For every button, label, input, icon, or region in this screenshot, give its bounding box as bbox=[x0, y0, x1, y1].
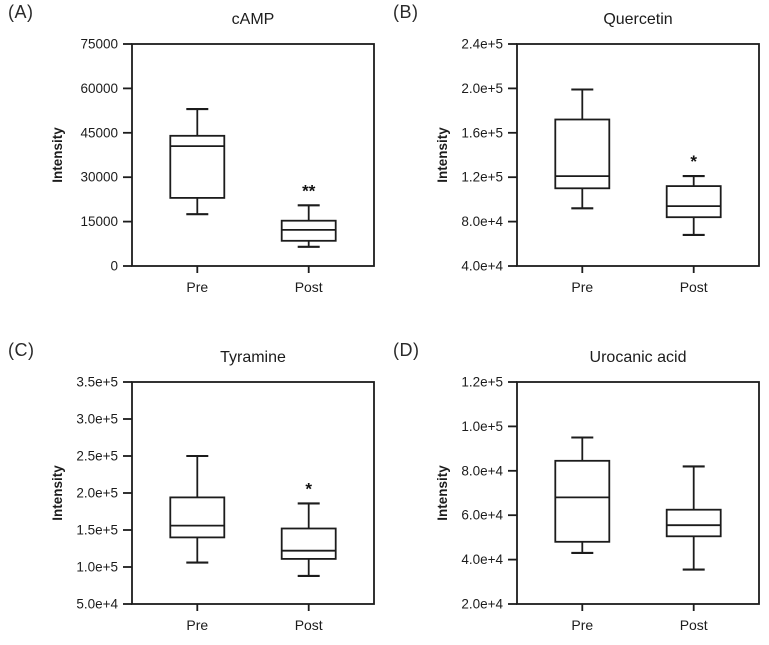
y-tick-label: 2.5e+5 bbox=[76, 449, 118, 464]
significance-marker: ** bbox=[302, 181, 316, 200]
y-tick-label: 2.4e+5 bbox=[461, 37, 503, 52]
significance-marker: * bbox=[690, 152, 697, 171]
y-axis-label: Intensity bbox=[435, 465, 450, 521]
y-tick-label: 3.5e+5 bbox=[76, 375, 118, 390]
y-tick-label: 1.0e+5 bbox=[76, 560, 118, 575]
y-tick-label: 75000 bbox=[80, 37, 118, 52]
y-tick-label: 6.0e+4 bbox=[461, 508, 503, 523]
x-tick-label: Pre bbox=[571, 279, 593, 295]
boxplot-tyramine: Tyramine 5.0e+4 1.0e+5 1.5e+5 2.0e+5 2.5e+5 3.… bbox=[50, 349, 375, 633]
chart-title: Urocanic acid bbox=[590, 349, 687, 366]
post-box bbox=[665, 185, 722, 219]
plot-frame bbox=[131, 43, 375, 267]
y-axis-label: Intensity bbox=[50, 127, 65, 183]
pre-box bbox=[169, 496, 226, 539]
x-tick-label: Post bbox=[680, 279, 708, 295]
panel-a: (A) cAMP 0 15000 30000 45000 60000 75000 Intens… bbox=[0, 0, 384, 320]
x-tick-label: Pre bbox=[186, 279, 208, 295]
panel-c-label: (C) bbox=[8, 340, 35, 360]
y-tick-label: 2.0e+4 bbox=[461, 597, 503, 612]
y-tick-label: 8.0e+4 bbox=[461, 214, 503, 229]
boxplot-camp: cAMP 0 15000 30000 45000 60000 75000 Intensity P… bbox=[50, 11, 375, 295]
y-tick-label: 2.0e+5 bbox=[76, 486, 118, 501]
y-tick-label: 15000 bbox=[80, 214, 118, 229]
y-tick-label: 1.5e+5 bbox=[76, 523, 118, 538]
x-tick-label: Post bbox=[295, 279, 323, 295]
pre-box bbox=[169, 134, 226, 199]
boxplot-quercetin: Quercetin 4.0e+4 8.0e+4 1.2e+5 1.6e+5 2.0e+5 2… bbox=[435, 11, 760, 295]
y-axis-label: Intensity bbox=[50, 465, 65, 521]
x-tick-label: Post bbox=[295, 617, 323, 633]
y-tick-label: 45000 bbox=[80, 125, 118, 140]
y-tick-label: 2.0e+5 bbox=[461, 81, 503, 96]
plot-frame bbox=[516, 381, 760, 605]
x-tick-label: Post bbox=[680, 617, 708, 633]
panel-d-label: (D) bbox=[393, 340, 420, 360]
chart-title: cAMP bbox=[232, 11, 275, 28]
y-tick-label: 8.0e+4 bbox=[461, 463, 503, 478]
pre-box bbox=[554, 459, 611, 543]
y-tick-label: 1.2e+5 bbox=[461, 170, 503, 185]
y-tick-label: 5.0e+4 bbox=[76, 597, 118, 612]
y-tick-label: 4.0e+4 bbox=[461, 552, 503, 567]
y-tick-label: 1.6e+5 bbox=[461, 125, 503, 140]
post-box bbox=[280, 527, 337, 560]
panel-d: (D) Urocanic acid 2.0e+4 4.0e+4 6.0e+4 8.0e+… bbox=[385, 320, 769, 645]
panel-c: (C) Tyramine 5.0e+4 1.0e+5 1.5e+5 2.0e+5 2.5e… bbox=[0, 320, 384, 645]
plot-frame bbox=[516, 43, 760, 267]
panel-b-label: (B) bbox=[393, 2, 419, 22]
y-tick-label: 1.0e+5 bbox=[461, 419, 503, 434]
x-tick-label: Pre bbox=[186, 617, 208, 633]
y-tick-label: 3.0e+5 bbox=[76, 412, 118, 427]
chart-title: Tyramine bbox=[220, 349, 286, 366]
chart-title: Quercetin bbox=[603, 11, 672, 28]
y-tick-label: 60000 bbox=[80, 81, 118, 96]
post-box bbox=[665, 508, 722, 538]
plot-frame bbox=[131, 381, 375, 605]
y-tick-label: 1.2e+5 bbox=[461, 375, 503, 390]
pre-box bbox=[554, 118, 611, 190]
panel-b: (B) Quercetin 4.0e+4 8.0e+4 1.2e+5 1.6e+5 2.0… bbox=[385, 0, 769, 320]
y-tick-label: 30000 bbox=[80, 170, 118, 185]
boxplot-urocanic-acid: Urocanic acid 2.0e+4 4.0e+4 6.0e+4 8.0e+4 1.0… bbox=[435, 349, 760, 633]
panel-a-label: (A) bbox=[8, 2, 34, 22]
y-tick-label: 4.0e+4 bbox=[461, 259, 503, 274]
y-tick-label: 0 bbox=[110, 259, 118, 274]
y-axis-label: Intensity bbox=[435, 127, 450, 183]
x-tick-label: Pre bbox=[571, 617, 593, 633]
significance-marker: * bbox=[305, 479, 312, 498]
